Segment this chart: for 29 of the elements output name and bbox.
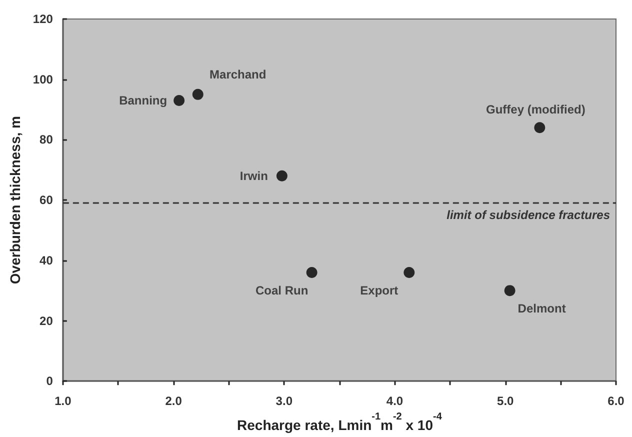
x-tick-label: 5.0 [497, 394, 514, 408]
annotation: Guffey (modified) [486, 102, 586, 117]
annotation: Marchand [210, 67, 266, 82]
x-tick-label: 4.0 [386, 394, 404, 408]
point [306, 266, 318, 278]
point [174, 94, 185, 106]
y-tick-label: 60 [40, 193, 54, 208]
annotation: Coal Run [255, 283, 308, 298]
y-tick-label: 120 [32, 12, 54, 26]
point [404, 266, 415, 278]
annotation: Irwin [240, 168, 268, 183]
point [504, 285, 516, 296]
x-tick-label: 2.0 [165, 394, 182, 408]
y-axis-title: Overburden thickness, m [7, 116, 23, 284]
annotation: Delmont [518, 302, 566, 316]
point [192, 88, 204, 100]
x-tick-label: 3.0 [276, 394, 293, 408]
annotation: Export [360, 283, 398, 298]
x-tick-label: 6.0 [608, 394, 625, 408]
ref-line-label: limit of subsidence fractures [446, 208, 610, 222]
point [276, 170, 288, 182]
y-tick-label: 40 [40, 253, 54, 268]
y-tick-label: 20 [40, 314, 54, 328]
y-tick-label: 80 [40, 132, 54, 147]
point [534, 122, 546, 134]
x-tick-label: 1.0 [54, 394, 72, 408]
annotation: Banning [119, 93, 168, 108]
y-tick-label: 0 [46, 374, 54, 388]
y-tick-label: 100 [32, 72, 54, 86]
